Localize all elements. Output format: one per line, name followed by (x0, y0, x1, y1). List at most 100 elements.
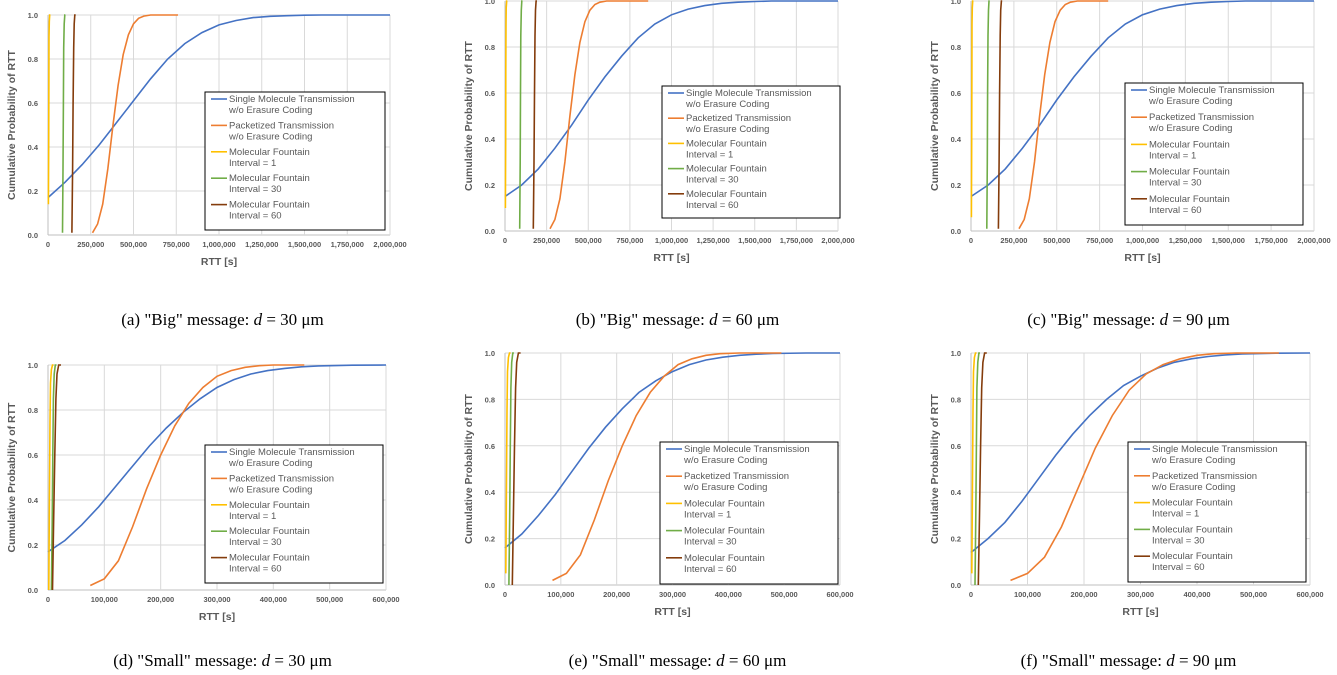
series-line-fountain60 (977, 352, 987, 586)
legend-label: Single Molecule Transmission (1149, 85, 1275, 96)
legend-label: Packetized Transmission (229, 473, 334, 484)
x-axis-label: RTT [s] (654, 606, 690, 618)
legend-label: Molecular Fountain (1149, 139, 1230, 150)
caption-suffix: = 60 μm (717, 310, 780, 329)
series-line-packetized (1010, 352, 1279, 582)
y-axis-label: Cumulative Probability of RTT (929, 40, 941, 191)
x-tick-label: 1,500,000 (1212, 236, 1245, 245)
y-tick-label: 0.0 (951, 581, 961, 590)
y-tick-label: 0.4 (951, 488, 962, 497)
y-axis-label: Cumulative Probability of RTT (6, 49, 18, 200)
legend-label: Molecular Fountain (229, 173, 310, 184)
legend-label: Molecular Fountain (686, 189, 767, 200)
chart-panel-c: 0.0 0.2 0.4 0.6 0.8 1.0 0 250,000 500,000 750,000… (920, 0, 1337, 334)
x-tick-label: 100,000 (1014, 590, 1041, 599)
legend-box (661, 85, 841, 219)
legend-label-line2: w/o Erasure Coding (683, 455, 767, 466)
y-tick-label: 0.4 (485, 135, 496, 144)
x-axis-label: RTT [s] (199, 611, 235, 623)
y-tick-label: 0.2 (951, 181, 961, 190)
y-tick-label: 0.0 (951, 227, 961, 236)
y-axis-label: Cumulative Probability of RTT (6, 402, 18, 553)
legend-label: Single Molecule Transmission (686, 88, 812, 99)
x-tick-label: 1,750,000 (780, 236, 813, 245)
y-tick-label: 0.8 (28, 406, 38, 415)
series-line-packetized (552, 352, 782, 582)
caption-prefix: (f) "Small" message: (1020, 651, 1167, 670)
legend-label: Single Molecule Transmission (229, 447, 355, 458)
y-tick-label: 0.8 (485, 43, 495, 52)
legend-box (659, 441, 839, 585)
chart-panel-a: 0.0 0.2 0.4 0.6 0.8 1.0 0 250,000 500,000 750,000… (0, 0, 445, 334)
legend-label-line2: w/o Erasure Coding (228, 131, 312, 142)
legend-label-line2: Interval = 60 (1149, 205, 1202, 216)
x-tick-label: 0 (503, 590, 507, 599)
legend-label-line2: Interval = 1 (684, 509, 731, 520)
x-axis-label: RTT [s] (1124, 252, 1160, 264)
figure-caption: (b) "Big" message: d = 60 μm (455, 310, 900, 330)
y-axis-label: Cumulative Probability of RTT (463, 393, 475, 544)
legend-label-line2: w/o Erasure Coding (228, 458, 312, 469)
legend-label: Molecular Fountain (684, 526, 765, 537)
caption-suffix: = 90 μm (1174, 651, 1237, 670)
y-tick-label: 0.4 (485, 488, 496, 497)
y-tick-label: 0.8 (28, 55, 38, 64)
x-tick-label: 400,000 (1183, 590, 1210, 599)
caption-prefix: (a) "Big" message: (121, 310, 254, 329)
legend-label-line2: Interval = 60 (229, 564, 282, 575)
legend-label-line2: Interval = 30 (229, 537, 282, 548)
figure-caption: (a) "Big" message: d = 30 μm (0, 310, 445, 330)
series-line-fountain60 (532, 0, 537, 229)
chart-svg: 0.0 0.2 0.4 0.6 0.8 1.0 0 250,000 500,000 750,000… (929, 0, 1331, 264)
legend-label-line2: w/o Erasure Coding (683, 482, 767, 493)
x-tick-label: 2,000,000 (1297, 236, 1330, 245)
series-line-single (504, 0, 838, 198)
x-tick-label: 250,000 (1000, 236, 1027, 245)
legend-label: Single Molecule Transmission (1152, 444, 1278, 455)
chart-svg: 0.0 0.2 0.4 0.6 0.8 1.0 0 100,000 200,000 300,000… (929, 349, 1324, 618)
legend-label-line2: w/o Erasure Coding (228, 484, 312, 495)
legend-label: Molecular Fountain (686, 138, 767, 149)
x-tick-label: 1,000,000 (1126, 236, 1159, 245)
caption-prefix: (b) "Big" message: (575, 310, 710, 329)
legend-label: Molecular Fountain (229, 200, 310, 211)
series-line-fountain60 (997, 0, 1003, 229)
y-tick-label: 0.0 (28, 231, 38, 240)
x-tick-label: 500,000 (771, 590, 798, 599)
y-tick-label: 1.0 (28, 361, 38, 370)
legend-label-line2: Interval = 1 (1152, 509, 1199, 520)
chart-panel-e: 0.0 0.2 0.4 0.6 0.8 1.0 0 100,000 200,000 300,000… (455, 349, 900, 675)
chart-panel-d: 0.0 0.2 0.4 0.6 0.8 1.0 0 100,000 200,000 300,000… (0, 352, 445, 675)
legend-label: Single Molecule Transmission (229, 94, 355, 105)
x-tick-label: 600,000 (826, 590, 853, 599)
x-tick-label: 750,000 (616, 236, 643, 245)
figure-caption: (f) "Small" message: d = 90 μm (920, 651, 1337, 671)
legend-label-line2: Interval = 60 (686, 200, 739, 211)
caption-math: d (253, 310, 263, 329)
series-line-fountain30 (518, 0, 523, 229)
x-tick-label: 500,000 (120, 240, 147, 249)
legend-label-line2: Interval = 1 (229, 511, 276, 522)
x-tick-label: 1,000,000 (655, 236, 688, 245)
y-tick-label: 0.0 (485, 581, 495, 590)
x-tick-label: 1,250,000 (245, 240, 278, 249)
x-axis-label: RTT [s] (653, 252, 689, 264)
chart-svg: 0.0 0.2 0.4 0.6 0.8 1.0 0 250,000 500,000 750,000… (463, 0, 855, 264)
y-tick-label: 0.6 (485, 89, 495, 98)
legend-label: Molecular Fountain (229, 526, 310, 537)
legend-label: Molecular Fountain (229, 553, 310, 564)
legend-label: Molecular Fountain (1152, 524, 1233, 535)
series-line-single (47, 14, 390, 199)
legend-box (204, 91, 386, 231)
caption-prefix: (d) "Small" message: (113, 651, 262, 670)
legend-label-line2: w/o Erasure Coding (1148, 123, 1232, 134)
legend-label-line2: w/o Erasure Coding (1148, 96, 1232, 107)
y-tick-label: 1.0 (485, 349, 495, 358)
y-tick-label: 0.6 (951, 89, 961, 98)
legend-label: Molecular Fountain (1149, 167, 1230, 178)
x-axis-label: RTT [s] (201, 256, 237, 268)
caption-math: d (1166, 651, 1175, 670)
